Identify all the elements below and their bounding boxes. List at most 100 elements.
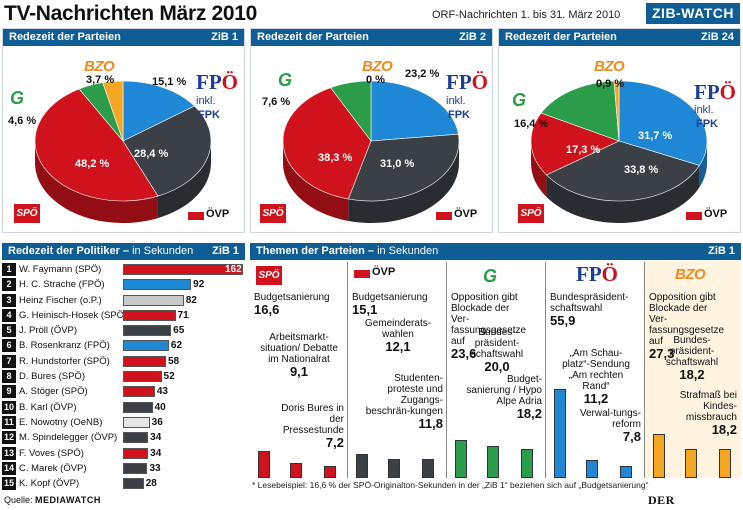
- fpo-inkl: inkl.: [446, 95, 466, 107]
- page-subtitle: ORF-Nachrichten 1. bis 31. März 2010: [432, 9, 621, 21]
- politician-bar: [123, 462, 148, 474]
- politician-rank: 11: [2, 415, 16, 429]
- politician-bar: [123, 478, 144, 490]
- pie-panel-label: ZiB 2: [459, 31, 486, 43]
- fpo-logo-a: FP: [694, 80, 720, 104]
- politician-rank: 1: [2, 263, 16, 276]
- pie-header-zib1: Redezeit der Parteien ZiB 1: [3, 29, 244, 46]
- pie-slice-SPÖ: [282, 87, 372, 200]
- bzo-logo: BZO: [84, 58, 115, 75]
- spo-logo: SPÖ: [260, 204, 286, 223]
- pie-side-SPÖ: [531, 141, 547, 197]
- politician-name: R. Hundstorfer (SPÖ): [19, 355, 110, 367]
- pie-label-spo: 48,2 %: [75, 158, 110, 170]
- topic-bar: [290, 463, 302, 478]
- politician-rank: 4: [2, 308, 16, 322]
- bzo-logo: BZO: [675, 266, 706, 283]
- politician-value: 162: [225, 264, 242, 275]
- topic-value: 15,1: [352, 302, 378, 317]
- fpo-logo: FPÖ: [576, 262, 618, 286]
- fpo-logo: FPÖ: [694, 80, 736, 105]
- pie-title: Redezeit der Parteien: [257, 31, 369, 43]
- topic-label: Verwal-tungs-reform: [579, 408, 641, 430]
- ovp-logo: ÖVP: [354, 266, 395, 278]
- politician-bar: [123, 371, 162, 383]
- politician-row: 3 Heinz Fischer (o.P.) 82: [2, 293, 245, 308]
- politician-name: H. C. Strache (FPÖ): [19, 279, 105, 291]
- politician-row: 10 B. Karl (ÖVP) 40: [2, 400, 245, 415]
- topic-value: 9,1: [289, 364, 309, 379]
- topic-value: 16,6: [254, 302, 280, 317]
- politician-rank: 5: [2, 324, 16, 338]
- topics-header: Themen der Parteien – in Sekunden ZiB 1: [250, 243, 741, 260]
- fpo-logo-a: FP: [446, 70, 472, 94]
- politician-row: 1 W. Faymann (SPÖ) 162: [2, 262, 245, 277]
- pie-slice-Grüne: [540, 80, 620, 142]
- topic-value: 18,2: [711, 422, 737, 437]
- topic-value: 7,2: [325, 435, 344, 450]
- topic-bar: [388, 458, 400, 478]
- topic-value: 27,3: [649, 346, 675, 361]
- ovp-logo: ÖVP: [436, 208, 477, 220]
- topic-bar: [653, 434, 665, 478]
- pie-side-ÖVP: [546, 165, 700, 224]
- topics-title: Themen der Parteien –: [256, 245, 374, 257]
- pie-header-zib2: Redezeit der Parteien ZiB 2: [251, 29, 492, 46]
- topic-column-Grüne: [447, 262, 546, 478]
- topic-bar: [455, 440, 467, 478]
- politician-row: 2 H. C. Strache (FPÖ) 92: [2, 277, 245, 292]
- topic-bar: [356, 453, 368, 478]
- pie-panel-zib2: Redezeit der Parteien ZiB 2: [250, 28, 493, 233]
- topic-label: Budgetsanierung: [352, 292, 428, 303]
- politician-row: 8 D. Bures (SPÖ) 52: [2, 369, 245, 384]
- politician-name: Heinz Fischer (o.P.): [19, 294, 102, 306]
- fpk-label: FPK: [696, 118, 718, 130]
- politician-row: 12 M. Spindelegger (ÖVP) 34: [2, 430, 245, 445]
- source: Quelle: MEDIAWATCH: [4, 495, 101, 505]
- politician-value: 34: [150, 432, 162, 444]
- topics-panel: Themen der Parteien – in Sekunden ZiB 1: [250, 243, 741, 479]
- politicians-header: Redezeit der Politiker – in Sekunden ZiB…: [2, 243, 245, 260]
- ovp-logo: ÖVP: [686, 208, 727, 220]
- politician-bar: [123, 309, 176, 321]
- pie-label-gruene: 16,4 %: [514, 118, 549, 130]
- fpo-logo-b: Ö: [221, 70, 238, 94]
- politician-row: 4 G. Heinisch-Hosek (SPÖ) 71: [2, 308, 245, 323]
- pie-slice-FPÖ inkl. FPK: [122, 80, 196, 142]
- footnote: * Lesebeispiel: 16,6 % der SPÖ-Originalt…: [252, 480, 649, 490]
- pie-side-ÖVP: [348, 141, 459, 224]
- topic-value: 18,2: [679, 367, 705, 382]
- pie-slice-SPÖ: [34, 88, 159, 202]
- politician-row: 7 R. Hundstorfer (SPÖ) 58: [2, 354, 245, 369]
- pie-chart-zib24: [530, 80, 708, 224]
- politician-row: 13 F. Voves (SPÖ) 34: [2, 446, 245, 461]
- politician-bar: [123, 325, 172, 337]
- politician-value: 52: [163, 371, 175, 383]
- topic-bar: [554, 388, 566, 478]
- fpk-label: FPK: [198, 109, 220, 121]
- politician-name: K. Kopf (ÖVP): [19, 478, 80, 490]
- pie-panel-zib24: Redezeit der Parteien ZiB 24: [498, 28, 741, 233]
- pie-chart-zib1: [34, 80, 212, 223]
- topic-label: Budgetsanierung: [254, 292, 330, 303]
- topic-value: 12,1: [385, 339, 411, 354]
- source-name: MEDIAWATCH: [35, 495, 101, 505]
- politician-name: M. Spindelegger (ÖVP): [19, 432, 118, 444]
- topic-label: Studenten-proteste und Zugangs-beschrän-…: [365, 373, 443, 417]
- pie-title: Redezeit der Parteien: [9, 31, 121, 43]
- fpo-logo: FPÖ: [446, 70, 488, 95]
- politician-bar: [123, 386, 155, 398]
- topic-label: Budget-sanierung / Hypo Alpe Adria: [466, 374, 542, 407]
- pie-slice-FPÖ inkl. FPK: [370, 80, 459, 142]
- pie-side-SPÖ: [283, 141, 349, 221]
- spo-logo: SPÖ: [14, 204, 40, 223]
- gruene-logo: G: [278, 70, 293, 90]
- pie-side-ÖVP: [157, 141, 211, 219]
- politician-row: 5 J. Pröll (ÖVP) 65: [2, 323, 245, 338]
- politician-rank: 10: [2, 400, 16, 414]
- topic-label: „Am Schau-platz“-Sendung „Am rechten Ran…: [562, 348, 630, 392]
- pie-label-ovp: 31,0 %: [380, 158, 415, 170]
- politician-name: W. Faymann (SPÖ): [19, 264, 102, 275]
- topic-value: 11,2: [583, 391, 609, 406]
- politician-value: 62: [170, 340, 183, 352]
